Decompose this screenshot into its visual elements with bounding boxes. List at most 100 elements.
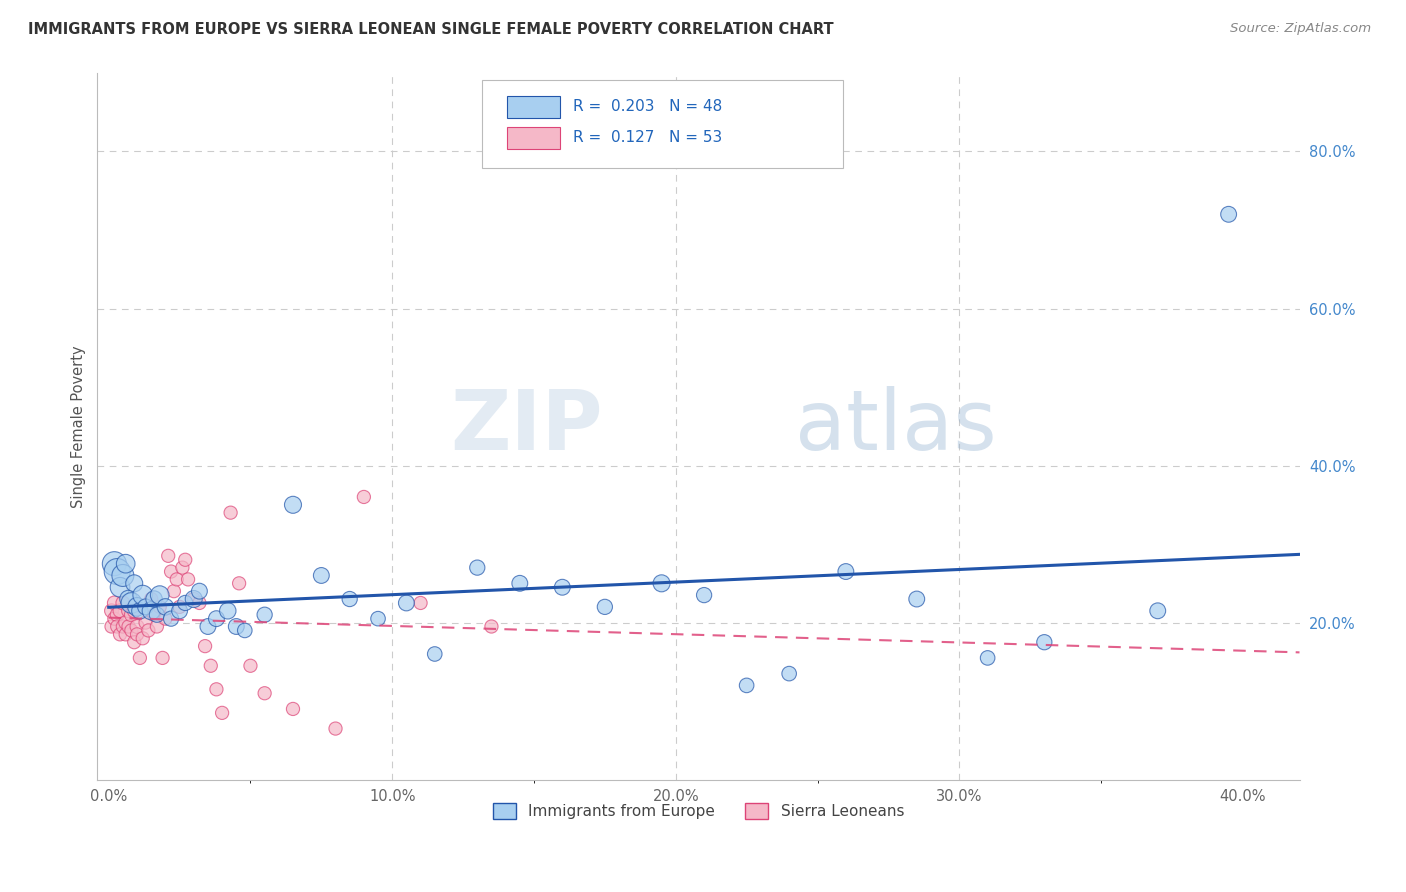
- Point: [100, 619, 122, 633]
- Point: [111, 619, 134, 633]
- Point: [197, 619, 219, 633]
- Point: [122, 635, 145, 649]
- Text: Source: ZipAtlas.com: Source: ZipAtlas.com: [1230, 22, 1371, 36]
- Point: [188, 584, 211, 599]
- Point: [253, 686, 276, 700]
- Point: [128, 651, 150, 665]
- Point: [651, 576, 673, 591]
- Point: [128, 604, 150, 618]
- Point: [281, 498, 304, 512]
- Text: IMMIGRANTS FROM EUROPE VS SIERRA LEONEAN SINGLE FEMALE POVERTY CORRELATION CHART: IMMIGRANTS FROM EUROPE VS SIERRA LEONEAN…: [28, 22, 834, 37]
- Point: [100, 604, 122, 618]
- Point: [143, 592, 166, 607]
- Point: [225, 619, 247, 633]
- Text: ZIP: ZIP: [450, 386, 602, 467]
- Point: [228, 576, 250, 591]
- FancyBboxPatch shape: [508, 127, 560, 149]
- Point: [108, 627, 131, 641]
- Point: [177, 573, 200, 587]
- Point: [253, 607, 276, 622]
- Point: [135, 615, 157, 630]
- Point: [1033, 635, 1056, 649]
- Point: [132, 632, 155, 646]
- Point: [120, 596, 142, 610]
- Point: [163, 584, 186, 599]
- Point: [146, 607, 169, 622]
- Point: [114, 557, 136, 571]
- Point: [353, 490, 375, 504]
- Point: [233, 624, 256, 638]
- Point: [551, 580, 574, 594]
- Point: [481, 619, 503, 633]
- Point: [735, 678, 758, 692]
- Point: [117, 592, 139, 607]
- Point: [103, 557, 125, 571]
- Point: [125, 627, 148, 641]
- Point: [108, 580, 131, 594]
- Point: [1218, 207, 1240, 221]
- Point: [311, 568, 333, 582]
- Point: [174, 553, 197, 567]
- Point: [120, 607, 142, 622]
- Point: [141, 592, 163, 607]
- Point: [976, 651, 998, 665]
- Point: [155, 612, 177, 626]
- Point: [114, 615, 136, 630]
- Point: [169, 604, 191, 618]
- Point: [111, 596, 134, 610]
- Point: [367, 612, 389, 626]
- Point: [183, 592, 205, 607]
- Point: [138, 624, 160, 638]
- Y-axis label: Single Female Poverty: Single Female Poverty: [72, 345, 86, 508]
- Point: [174, 596, 197, 610]
- Point: [132, 588, 155, 602]
- Point: [122, 604, 145, 618]
- Point: [143, 607, 166, 622]
- Point: [325, 722, 347, 736]
- Point: [693, 588, 716, 602]
- Point: [103, 612, 125, 626]
- Point: [122, 576, 145, 591]
- Point: [593, 599, 616, 614]
- Point: [169, 599, 191, 614]
- Point: [149, 588, 172, 602]
- Point: [205, 682, 228, 697]
- Point: [111, 568, 134, 582]
- Point: [217, 604, 239, 618]
- Point: [188, 596, 211, 610]
- Point: [117, 604, 139, 618]
- Point: [141, 604, 163, 618]
- Point: [146, 619, 169, 633]
- Point: [108, 604, 131, 618]
- Point: [135, 599, 157, 614]
- Point: [194, 639, 217, 653]
- Point: [509, 576, 531, 591]
- Text: R =  0.203   N = 48: R = 0.203 N = 48: [574, 99, 723, 114]
- Point: [395, 596, 418, 610]
- Point: [835, 565, 858, 579]
- Point: [117, 619, 139, 633]
- Point: [219, 506, 242, 520]
- Point: [166, 573, 188, 587]
- Point: [105, 565, 128, 579]
- Point: [465, 560, 488, 574]
- Point: [409, 596, 432, 610]
- Point: [778, 666, 800, 681]
- Point: [105, 619, 128, 633]
- Point: [905, 592, 928, 607]
- Point: [239, 658, 262, 673]
- Point: [149, 599, 172, 614]
- Point: [105, 607, 128, 622]
- Text: atlas: atlas: [794, 386, 997, 467]
- Text: R =  0.127   N = 53: R = 0.127 N = 53: [574, 130, 723, 145]
- Point: [339, 592, 361, 607]
- Point: [281, 702, 304, 716]
- Point: [152, 651, 174, 665]
- Point: [155, 599, 177, 614]
- Point: [160, 565, 183, 579]
- Point: [211, 706, 233, 720]
- Point: [200, 658, 222, 673]
- FancyBboxPatch shape: [482, 80, 842, 169]
- Point: [125, 619, 148, 633]
- Point: [114, 627, 136, 641]
